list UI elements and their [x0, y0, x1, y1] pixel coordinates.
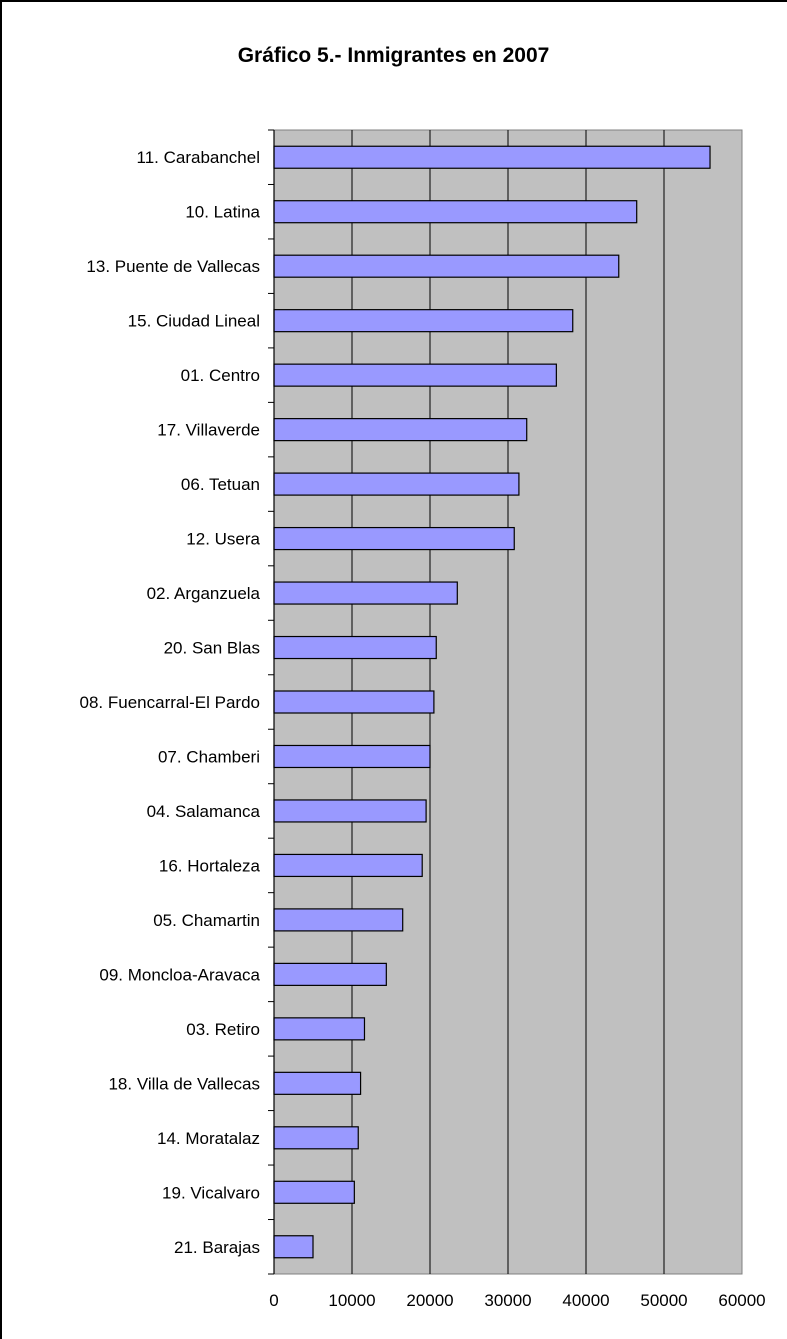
- x-tick-label: 40000: [562, 1291, 609, 1310]
- category-labels: 11. Carabanchel 10. Latina 13. Puente de V…: [80, 148, 261, 1257]
- category-label: 15. Ciudad Lineal: [128, 312, 260, 331]
- bar: [273, 1126, 359, 1150]
- bar: [273, 418, 528, 442]
- bar: [273, 363, 557, 387]
- category-label: 02. Arganzuela: [147, 584, 261, 603]
- x-tick-label: 30000: [484, 1291, 531, 1310]
- category-label: 21. Barajas: [174, 1238, 260, 1257]
- y-axis-ticks: [268, 129, 274, 1275]
- category-label: 16. Hortaleza: [159, 856, 261, 875]
- category-label: 14. Moratalaz: [157, 1129, 260, 1148]
- bar: [273, 1180, 355, 1204]
- bars: [273, 145, 711, 1259]
- category-label: 20. San Blas: [164, 639, 260, 658]
- chart-title: Gráfico 5.- Inmigrantes en 2007: [237, 44, 550, 67]
- bar: [273, 200, 638, 224]
- category-label: 07. Chamberi: [158, 747, 260, 766]
- bar: [273, 962, 387, 986]
- category-label: 08. Fuencarral-El Pardo: [80, 693, 260, 712]
- category-label: 06. Tetuan: [181, 475, 260, 494]
- bar: [273, 853, 423, 878]
- bar: [273, 472, 520, 496]
- x-tick-label: 50000: [640, 1291, 687, 1310]
- bar: [273, 309, 574, 333]
- bar: [273, 581, 458, 605]
- category-label: 05. Chamartin: [153, 911, 260, 930]
- category-label: 11. Carabanchel: [137, 148, 261, 167]
- category-label: 09. Moncloa-Aravaca: [99, 965, 260, 984]
- category-label: 04. Salamanca: [147, 802, 261, 821]
- bar: [273, 799, 427, 823]
- category-label: 19. Vicalvaro: [162, 1183, 260, 1202]
- category-label: 01. Centro: [181, 366, 260, 385]
- bar: [273, 908, 404, 932]
- bar: [273, 635, 437, 660]
- x-axis-ticks: 0 10000 20000 30000 40000 50000 60000: [269, 1291, 765, 1310]
- category-label: 12. Usera: [186, 530, 260, 549]
- category-label: 17. Villaverde: [157, 421, 260, 440]
- category-label: 13. Puente de Vallecas: [86, 257, 260, 276]
- x-tick-label: 20000: [406, 1291, 453, 1310]
- x-tick-label: 10000: [328, 1291, 375, 1310]
- bar: [273, 1017, 366, 1041]
- x-tick-label: 60000: [718, 1291, 765, 1310]
- bar: [273, 526, 515, 551]
- bar: [273, 690, 435, 714]
- category-label: 18. Villa de Vallecas: [108, 1074, 260, 1093]
- category-label: 10. Latina: [185, 203, 260, 222]
- x-tick-label: 0: [269, 1291, 278, 1310]
- bar: [273, 254, 620, 278]
- bar: [273, 1235, 314, 1259]
- bar: [273, 1071, 362, 1095]
- bar: [273, 744, 431, 769]
- bar: [273, 145, 711, 169]
- category-label: 03. Retiro: [186, 1020, 260, 1039]
